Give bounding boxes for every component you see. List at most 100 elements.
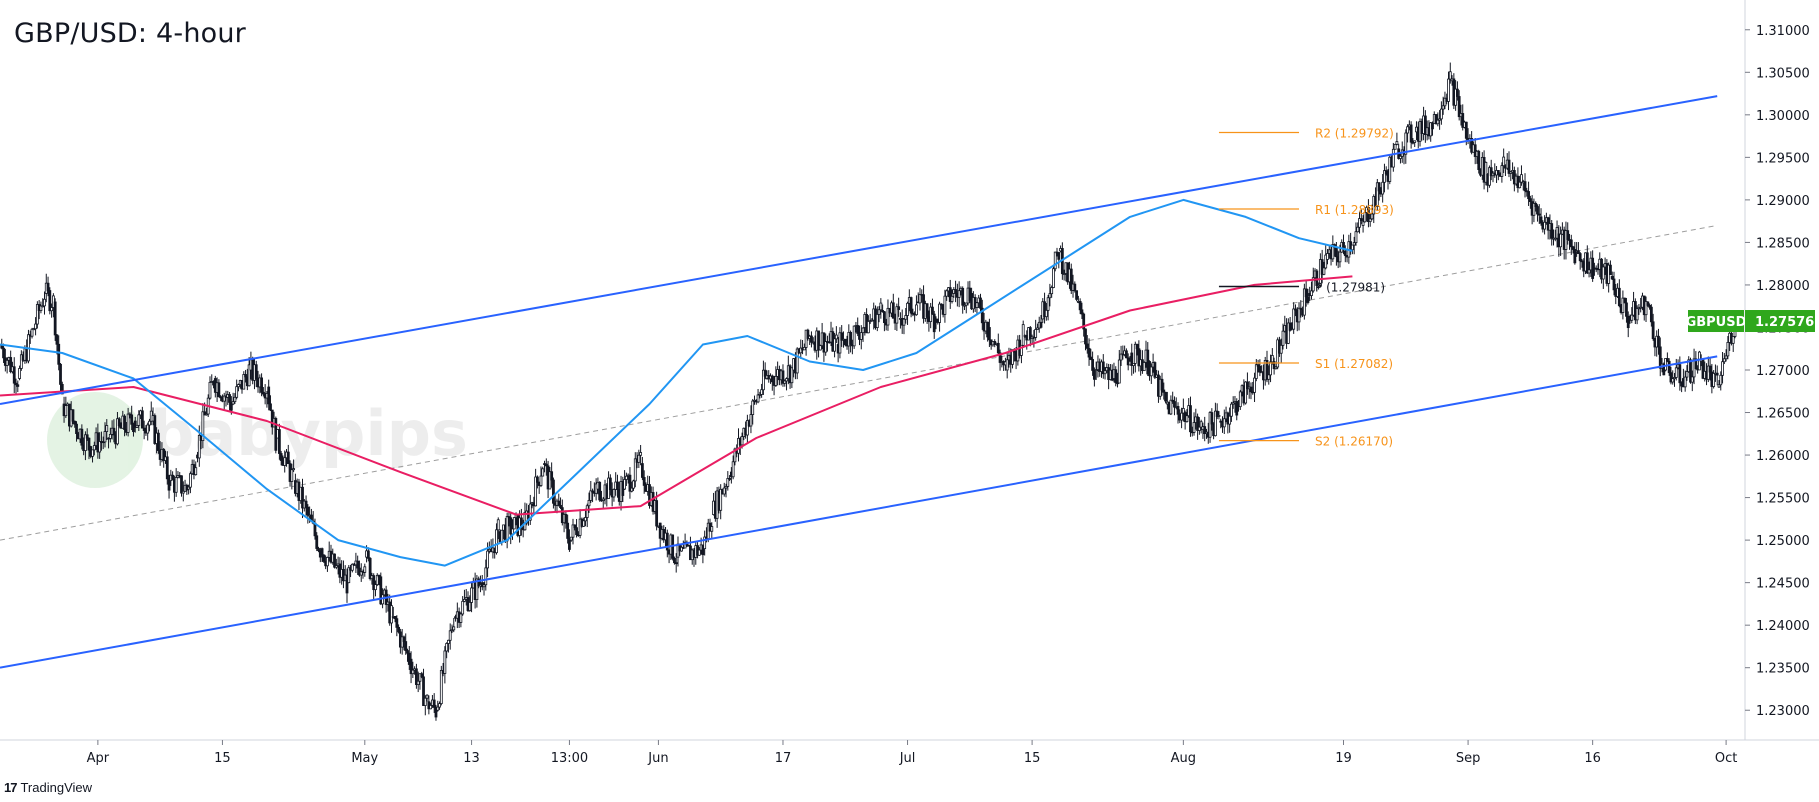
candle-body — [770, 375, 774, 383]
candle-body — [322, 554, 326, 562]
candle-body — [1500, 165, 1504, 177]
candle-body — [438, 703, 441, 708]
candle-body — [1690, 376, 1694, 383]
candle-body — [1125, 350, 1128, 359]
candle-body — [639, 452, 643, 456]
x-tick-label: May — [351, 751, 378, 766]
candle-body — [1087, 347, 1091, 358]
candle-body — [790, 367, 794, 384]
candle-body — [1334, 247, 1338, 258]
candle-body — [1053, 251, 1057, 270]
candle-body — [486, 550, 489, 569]
candle-body — [1050, 287, 1054, 295]
y-tick-label: 1.26500 — [1756, 407, 1810, 422]
candle-body — [85, 434, 89, 439]
tradingview-logo[interactable]: 17 TradingView — [4, 780, 92, 795]
candle-body — [80, 428, 84, 446]
candle-body — [1342, 241, 1345, 249]
candle-body — [760, 389, 764, 395]
candle-body — [1564, 230, 1568, 250]
candle-body — [126, 413, 130, 433]
candle-body — [1441, 105, 1445, 110]
symbol-badge — [1688, 310, 1744, 333]
candle-body — [1722, 358, 1726, 363]
candle-body — [1518, 181, 1522, 189]
candle-body — [1488, 167, 1491, 186]
candle-body — [1119, 353, 1123, 361]
candle-body — [450, 629, 454, 632]
candle-body — [612, 489, 616, 498]
candle-body — [1413, 140, 1417, 143]
candle-body — [1431, 122, 1434, 130]
y-tick-label: 1.25500 — [1756, 492, 1810, 507]
candle-body — [73, 420, 77, 425]
y-tick-label: 1.24500 — [1756, 577, 1810, 592]
candle-body — [1543, 221, 1546, 230]
candle-body — [544, 463, 548, 467]
candle-body — [559, 504, 562, 509]
candle-body — [1028, 327, 1032, 340]
candle-body — [133, 420, 137, 428]
candle-body — [1162, 389, 1166, 393]
candle-body — [1671, 378, 1675, 383]
candle-body — [1304, 288, 1308, 298]
candle-body — [1509, 171, 1513, 174]
candle-body — [1484, 162, 1488, 183]
candle-body — [1367, 207, 1370, 223]
candle-body — [578, 518, 582, 536]
candle-body — [201, 411, 205, 441]
candle-body — [733, 448, 737, 463]
candle-body — [368, 557, 372, 580]
candle-body — [30, 328, 34, 337]
candle-body — [1315, 270, 1319, 286]
candle-body — [637, 454, 641, 463]
candle-body — [886, 307, 890, 326]
candle-body — [363, 566, 367, 573]
candle-body — [1678, 364, 1682, 384]
candle-body — [948, 287, 952, 302]
candle-body — [98, 441, 102, 453]
candle-body — [781, 370, 785, 384]
candle-body — [852, 325, 856, 347]
candle-body — [1528, 198, 1532, 203]
candle-body — [317, 548, 320, 552]
candle-body — [1192, 422, 1196, 433]
candle-body — [1142, 362, 1146, 372]
candle-body — [1708, 365, 1712, 373]
candle-body — [674, 562, 678, 565]
candle-body — [9, 357, 13, 373]
candle-body — [1368, 218, 1372, 223]
candle-body — [1103, 370, 1107, 375]
candle-body — [34, 323, 37, 330]
candle-body — [1448, 71, 1452, 80]
candle-body — [1046, 297, 1050, 311]
candle-body — [1726, 342, 1730, 357]
candle-body — [260, 377, 263, 393]
candle-body — [496, 519, 500, 531]
candle-body — [1082, 313, 1086, 330]
candle-body — [1658, 346, 1662, 369]
candle-body — [1351, 244, 1354, 251]
x-tick-label: Oct — [1715, 751, 1737, 766]
candle-body — [1434, 114, 1438, 125]
candle-body — [575, 527, 578, 536]
candle-body — [1502, 156, 1506, 167]
candle-body — [452, 626, 456, 631]
candle-body — [468, 602, 472, 611]
pivot-label: R1 (1.28893) — [1315, 203, 1394, 217]
y-tick-label: 1.29000 — [1756, 194, 1810, 209]
candle-body — [1630, 314, 1634, 321]
candle-body — [1310, 290, 1313, 297]
candle-body — [1648, 304, 1651, 308]
candle-body — [1231, 402, 1235, 405]
candle-body — [1473, 144, 1477, 157]
candle-body — [740, 436, 744, 446]
candle-body — [1189, 405, 1192, 433]
candle-body — [1724, 355, 1728, 360]
channel-lower-line — [0, 355, 1718, 669]
candle-body — [1439, 108, 1443, 120]
candle-body — [1694, 358, 1698, 370]
candle-body — [1210, 412, 1214, 425]
candle-body — [19, 354, 23, 369]
